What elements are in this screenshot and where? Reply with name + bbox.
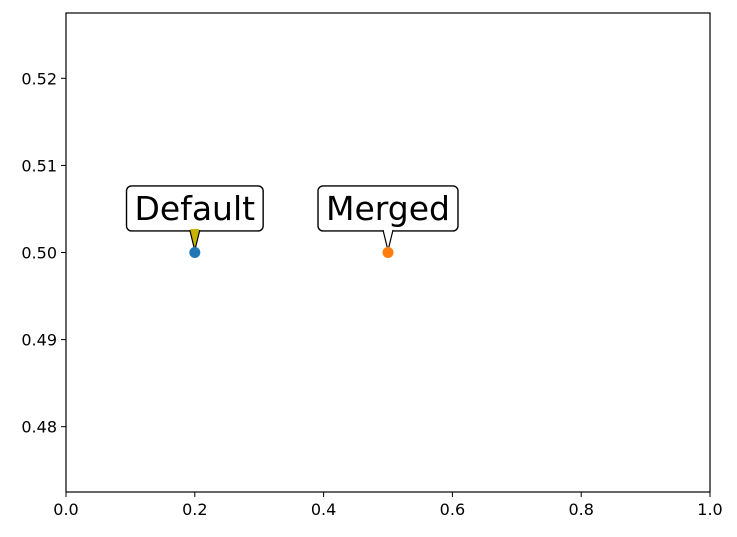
- y-tick-label: 0.51: [21, 156, 57, 175]
- x-tick-label: 0.8: [568, 500, 593, 519]
- x-tick-label: 0.2: [182, 500, 207, 519]
- y-tick-label: 0.50: [21, 244, 57, 263]
- scatter-point: [382, 247, 394, 258]
- annotation-default: Default: [125, 185, 264, 251]
- x-tick-label: 0.6: [440, 500, 465, 519]
- marks: [189, 247, 394, 258]
- x-tick-label: 1.0: [697, 500, 722, 519]
- scatter-point: [189, 247, 201, 258]
- y-tick-label: 0.48: [21, 418, 57, 437]
- y-tick-label: 0.52: [21, 69, 57, 88]
- ticks: 0.0 0.2 0.4 0.6 0.8 1.0 0.48 0.49 0.50 0.51 0.52: [21, 69, 722, 519]
- y-tick-label: 0.49: [21, 331, 57, 350]
- annotation-label: Merged: [326, 189, 450, 228]
- x-tick-label: 0.0: [53, 500, 78, 519]
- annotation-label: Default: [135, 189, 256, 228]
- annotation-merged: Merged: [317, 185, 459, 251]
- plot-frame: [65, 12, 711, 493]
- annotations: Default Merged: [125, 185, 459, 251]
- x-tick-label: 0.4: [311, 500, 336, 519]
